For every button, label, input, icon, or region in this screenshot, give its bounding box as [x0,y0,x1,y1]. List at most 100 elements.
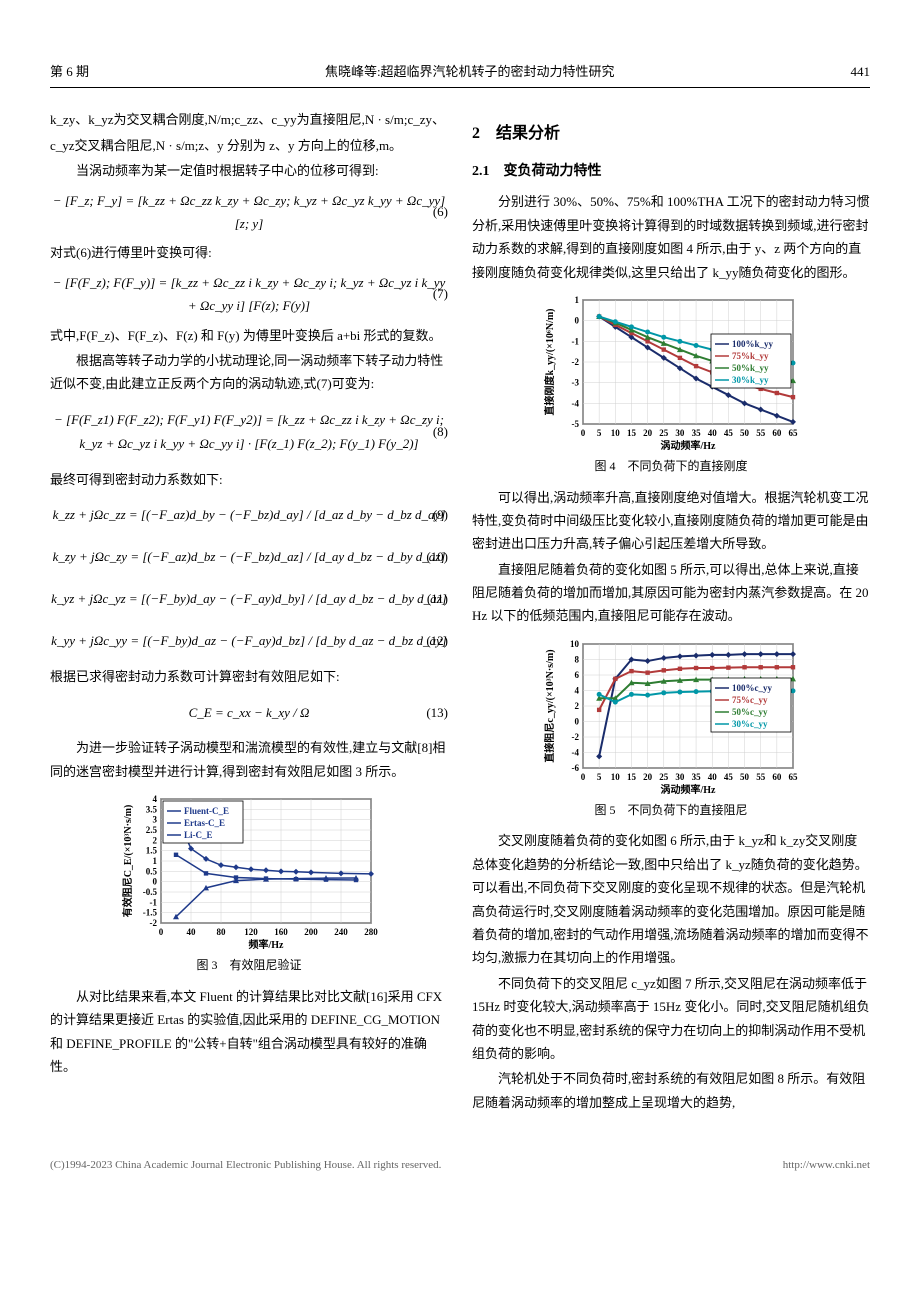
para-r2: 可以得出,涡动频率升高,直接刚度绝对值增大。根据汽轮机变工况特性,变负荷时中间级… [472,486,870,556]
svg-text:2: 2 [575,701,580,711]
para-r6: 汽轮机处于不同负荷时,密封系统的有效阻尼如图 8 所示。有效阻尼随着涡动频率的增… [472,1067,870,1114]
svg-text:-1.5: -1.5 [143,908,158,918]
svg-text:-6: -6 [572,763,580,773]
svg-text:35: 35 [692,772,702,782]
figure-3-chart: 04080120160200240280-2-1.5-1-0.500.511.5… [119,791,379,951]
svg-text:Li-C_E: Li-C_E [184,830,213,840]
svg-text:50%c_yy: 50%c_yy [732,707,768,717]
svg-text:30: 30 [675,428,685,438]
section-2-1-title: 2.1 变负荷动力特性 [472,159,870,184]
svg-text:-0.5: -0.5 [143,887,158,897]
para-r5: 不同负荷下的交叉阻尼 c_yz如图 7 所示,交叉阻尼在涡动频率低于 15Hz … [472,972,870,1066]
figure-4: 05101520253035404550556065-5-4-3-2-101涡动… [472,292,870,478]
svg-text:3: 3 [153,815,158,825]
svg-text:100%k_yy: 100%k_yy [732,339,774,349]
svg-text:频率/Hz: 频率/Hz [249,938,285,951]
svg-text:1.5: 1.5 [146,846,158,856]
page-footer: (C)1994-2023 China Academic Journal Elec… [50,1156,870,1176]
equation-12: k_yy + jΩc_yy = [(−F_by)d_az − (−F_ay)d_… [50,623,448,659]
svg-text:45: 45 [724,772,734,782]
svg-text:40: 40 [708,428,718,438]
figure-4-caption: 图 4 不同负荷下的直接刚度 [594,456,747,478]
para-fig3-intro: 为进一步验证转子涡动模型和湍流模型的有效性,建立与文献[8]相同的迷宫密封模型并… [50,736,448,783]
svg-text:10: 10 [611,428,621,438]
svg-text:2.5: 2.5 [146,825,158,835]
svg-text:10: 10 [570,639,580,649]
page-number: 441 [850,60,870,83]
svg-text:15: 15 [627,772,637,782]
copyright-text: (C)1994-2023 China Academic Journal Elec… [50,1156,441,1176]
svg-text:-2: -2 [572,732,580,742]
page-header: 第 6 期 焦晓峰等:超超临界汽轮机转子的密封动力特性研究 441 [50,60,870,88]
equation-8: − [F(F_z1) F(F_z2); F(F_y1) F(F_y2)] = [… [50,402,448,462]
equation-7: − [F(F_z); F(F_y)] = [k_zz + Ωc_zz i k_z… [50,271,448,318]
equation-9: k_zz + jΩc_zz = [(−F_az)d_by − (−F_bz)d_… [50,497,448,533]
svg-text:40: 40 [187,927,197,937]
para-r3: 直接阻尼随着负荷的变化如图 5 所示,可以得出,总体上来说,直接阻尼随着负荷的增… [472,558,870,628]
symbol-def-2: c_yz交叉耦合阻尼,N · s/m;z、y 分别为 z、y 方向上的位移,m。 [50,134,448,157]
svg-text:-1: -1 [150,898,158,908]
para-r4: 交叉刚度随着负荷的变化如图 6 所示,由于 k_yz和 k_zy交叉刚度总体变化… [472,829,870,969]
symbol-def-1: k_zy、k_yz为交叉耦合刚度,N/m;c_zz、c_yy为直接阻尼,N · … [50,108,448,131]
running-title: 焦晓峰等:超超临界汽轮机转子的密封动力特性研究 [325,60,615,83]
eq12-num: (12) [426,629,448,652]
svg-text:直接阻尼c_yy/(×10³N·s/m): 直接阻尼c_yy/(×10³N·s/m) [543,649,556,762]
svg-text:-2: -2 [572,357,580,367]
para-r1: 分别进行 30%、50%、75%和 100%THA 工况下的密封动力特习惯分析,… [472,190,870,284]
para-complex-note: 式中,F(F_z)、F(F_z)、F(z) 和 F(y) 为傅里叶变换后 a+b… [50,324,448,347]
svg-text:0: 0 [575,316,580,326]
svg-text:50: 50 [740,772,750,782]
svg-text:2: 2 [153,836,158,846]
svg-text:160: 160 [274,927,288,937]
figure-4-chart: 05101520253035404550556065-5-4-3-2-101涡动… [541,292,801,452]
eq13-num: (13) [426,701,448,724]
svg-text:-1: -1 [572,336,580,346]
eq6-num: (6) [433,200,448,223]
svg-text:280: 280 [364,927,378,937]
eq11-num: (11) [427,587,448,610]
svg-text:-5: -5 [572,419,580,429]
svg-text:1: 1 [575,295,580,305]
para-eff-damp-intro: 根据已求得密封动力系数可计算密封有效阻尼如下: [50,665,448,688]
eq11-content: k_yz + jΩc_yz = [(−F_by)d_ay − (−F_ay)d_… [51,587,447,610]
svg-text:75%k_yy: 75%k_yy [732,351,769,361]
svg-text:1: 1 [153,856,158,866]
para-eq8-intro: 根据高等转子动力学的小扰动理论,同一涡动频率下转子动力特性近似不变,由此建立正反… [50,349,448,396]
figure-5: 05101520253035404550556065-6-4-20246810涡… [472,636,870,822]
svg-text:0: 0 [581,772,586,782]
svg-text:15: 15 [627,428,637,438]
eq8-content: − [F(F_z1) F(F_z2); F(F_y1) F(F_y2)] = [… [50,408,448,455]
footer-url: http://www.cnki.net [783,1156,870,1176]
svg-text:-2: -2 [150,918,158,928]
svg-text:100%c_yy: 100%c_yy [732,683,772,693]
right-column: 2 结果分析 2.1 变负荷动力特性 分别进行 30%、50%、75%和 100… [472,108,870,1116]
svg-text:有效阻尼C_E/(×10³N·s/m): 有效阻尼C_E/(×10³N·s/m) [121,805,134,918]
svg-text:4: 4 [153,794,158,804]
section-2-title: 2 结果分析 [472,120,870,149]
equation-10: k_zy + jΩc_zy = [(−F_az)d_bz − (−F_bz)d_… [50,539,448,575]
svg-text:60: 60 [772,772,782,782]
svg-text:60: 60 [772,428,782,438]
eq8-num: (8) [433,420,448,443]
svg-text:0: 0 [581,428,586,438]
svg-text:-4: -4 [572,747,580,757]
svg-text:55: 55 [756,428,766,438]
svg-text:65: 65 [789,772,799,782]
eq9-content: k_zz + jΩc_zz = [(−F_az)d_by − (−F_bz)d_… [53,503,446,526]
svg-text:55: 55 [756,772,766,782]
svg-text:直接刚度k_yy/(×10⁶N/m): 直接刚度k_yy/(×10⁶N/m) [543,308,556,415]
svg-text:-4: -4 [572,398,580,408]
para-coeff-intro: 最终可得到密封动力系数如下: [50,468,448,491]
svg-text:200: 200 [304,927,318,937]
svg-text:65: 65 [789,428,799,438]
para-fig3-discussion: 从对比结果来看,本文 Fluent 的计算结果比对比文献[16]采用 CFX 的… [50,985,448,1079]
svg-text:涡动频率/Hz: 涡动频率/Hz [661,439,717,452]
svg-text:240: 240 [334,927,348,937]
svg-text:8: 8 [575,654,580,664]
eq7-content: − [F(F_z); F(F_y)] = [k_zz + Ωc_zz i k_z… [50,271,448,318]
two-column-layout: k_zy、k_yz为交叉耦合刚度,N/m;c_zz、c_yy为直接阻尼,N · … [50,108,870,1116]
figure-3: 04080120160200240280-2-1.5-1-0.500.511.5… [50,791,448,977]
svg-text:30%c_yy: 30%c_yy [732,719,768,729]
svg-text:50: 50 [740,428,750,438]
svg-text:10: 10 [611,772,621,782]
